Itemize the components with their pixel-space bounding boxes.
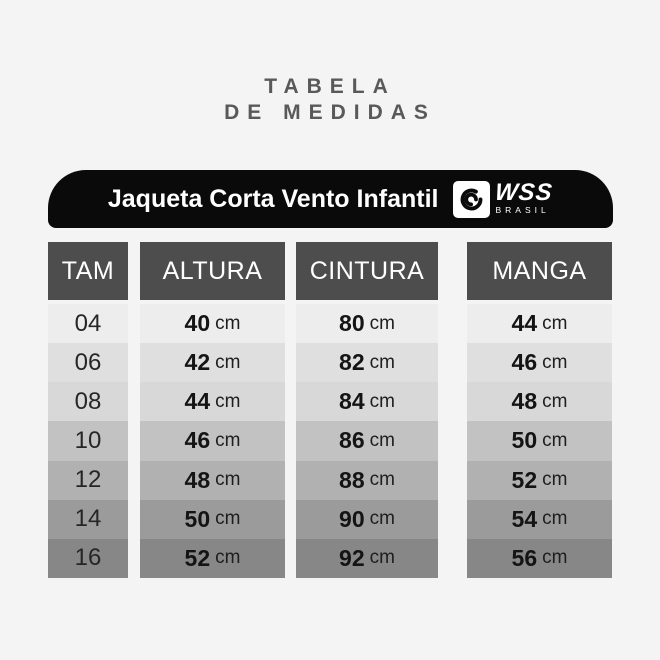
measure-value: 48 [184,466,211,493]
size-label: 08 [74,387,102,415]
size-label: 16 [74,544,102,572]
cell-tam-size-16: 16 [48,538,128,578]
column-tam: TAM 04 06 08 10 12 14 16 [48,242,128,578]
cell-manga-size-10: 50 cm [467,421,612,461]
measure-value: 42 [184,349,211,376]
measure-value: 44 [184,388,211,415]
measure-value: 46 [184,427,211,454]
cell-manga-size-16: 56 cm [467,538,612,578]
measure-value: 44 [511,310,538,337]
measure-unit: cm [215,351,241,373]
measure-value: 46 [511,349,538,376]
cell-altura-size-12: 48 cm [140,460,285,500]
cell-tam-size-10: 10 [48,421,128,461]
cell-manga-size-04: 44 cm [467,304,612,344]
column-header-altura: ALTURA [140,242,285,300]
column-header-tam: TAM [48,242,128,300]
cell-manga-size-08: 48 cm [467,382,612,422]
measure-value: 86 [339,427,365,454]
measure-value: 54 [511,505,538,532]
page-title: TABELA DE MEDIDAS [0,74,660,126]
brand-logo-square [453,180,491,218]
brand-wordmark: WSS BRASIL [494,179,555,215]
measure-unit: cm [369,547,395,569]
cell-tam-size-08: 08 [48,382,128,422]
measure-unit: cm [215,508,241,530]
measure-unit: cm [542,312,568,334]
measure-unit: cm [215,429,241,451]
measure-unit: cm [542,390,568,412]
cell-altura-size-06: 42 cm [140,343,285,383]
measure-unit: cm [542,429,568,451]
measure-value: 50 [184,505,211,532]
size-label: 10 [74,426,102,454]
measure-unit: cm [369,429,395,451]
measure-value: 52 [184,544,211,571]
measure-value: 48 [511,388,538,415]
measure-value: 88 [339,466,365,493]
product-name: Jaqueta Corta Vento Infantil [107,184,439,213]
measure-unit: cm [542,547,568,569]
measure-value: 82 [339,349,365,376]
measure-value: 40 [184,310,211,337]
measure-unit: cm [215,390,241,412]
cell-cintura-size-16: 92 cm [296,538,438,578]
measure-unit: cm [215,469,241,491]
column-header-manga: MANGA [467,242,612,300]
cell-cintura-size-10: 86 cm [296,421,438,461]
cell-tam-size-14: 14 [48,499,128,539]
wave-swirl-icon [458,186,485,213]
measure-unit: cm [369,351,395,373]
brand-name: WSS [494,179,555,206]
measure-unit: cm [215,312,241,334]
measure-unit: cm [542,469,568,491]
brand-logo: WSS BRASIL [453,179,555,218]
measure-unit: cm [542,508,568,530]
measure-value: 80 [339,310,365,337]
cell-altura-size-14: 50 cm [140,499,285,539]
measure-value: 56 [511,544,538,571]
measure-value: 52 [511,466,538,493]
cell-tam-size-04: 04 [48,304,128,344]
cell-cintura-size-12: 88 cm [296,460,438,500]
cell-altura-size-04: 40 cm [140,304,285,344]
cell-altura-size-10: 46 cm [140,421,285,461]
cell-manga-size-06: 46 cm [467,343,612,383]
brand-subtitle: BRASIL [495,205,550,215]
cell-tam-size-12: 12 [48,460,128,500]
cell-altura-size-08: 44 cm [140,382,285,422]
measure-unit: cm [215,547,241,569]
cell-cintura-size-08: 84 cm [296,382,438,422]
measure-value: 90 [339,505,365,532]
cell-cintura-size-14: 90 cm [296,499,438,539]
page-title-line2: DE MEDIDAS [224,101,436,124]
cell-manga-size-12: 52 cm [467,460,612,500]
size-label: 04 [74,309,102,337]
cell-cintura-size-06: 82 cm [296,343,438,383]
measure-unit: cm [542,351,568,373]
column-cintura: CINTURA 80 cm 82 cm 84 cm 86 cm 88 cm 90 cm 92 cm [296,242,438,578]
column-altura: ALTURA 40 cm 42 cm 44 cm 46 cm 48 cm 50 cm 52 cm [140,242,285,578]
measure-unit: cm [369,390,395,412]
measure-unit: cm [369,469,395,491]
cell-altura-size-16: 52 cm [140,538,285,578]
column-manga: MANGA 44 cm 46 cm 48 cm 50 cm 52 cm 54 cm 56 cm [467,242,612,578]
measure-value: 50 [511,427,538,454]
measure-unit: cm [369,508,395,530]
cell-cintura-size-04: 80 cm [296,304,438,344]
cell-manga-size-14: 54 cm [467,499,612,539]
column-header-cintura: CINTURA [296,242,438,300]
measure-unit: cm [369,312,395,334]
product-banner: Jaqueta Corta Vento Infantil WSS BRASIL [48,170,613,228]
measure-value: 84 [339,388,365,415]
size-label: 14 [74,505,102,533]
size-label: 06 [74,348,102,376]
cell-tam-size-06: 06 [48,343,128,383]
measure-value: 92 [339,544,365,571]
page-title-line1: TABELA [264,75,396,98]
size-label: 12 [74,466,102,494]
